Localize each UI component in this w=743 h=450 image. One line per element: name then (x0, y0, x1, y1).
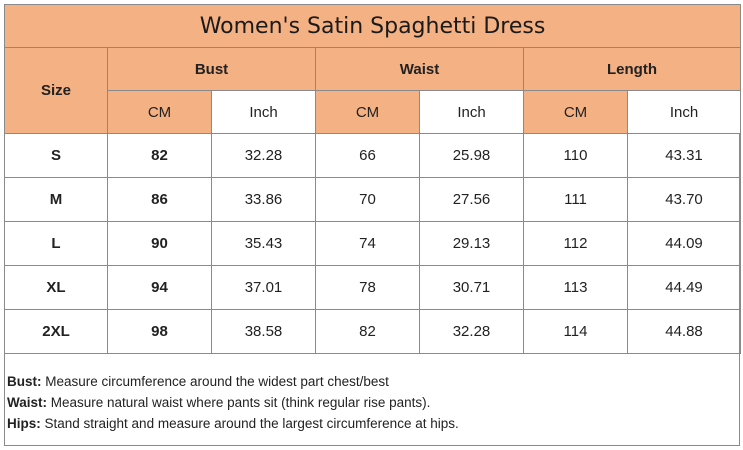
bust-inch-cell: 38.58 (211, 309, 316, 354)
unit-inch: Inch (626, 90, 742, 134)
waist-inch-cell: 32.28 (419, 309, 524, 354)
unit-inch: Inch (419, 90, 524, 134)
size-chart-table: Women's Satin Spaghetti Dress Size Bust … (3, 4, 742, 354)
unit-inch: Inch (211, 90, 316, 134)
size-cell: 2XL (4, 309, 108, 354)
bust-inch-cell: 37.01 (211, 265, 316, 310)
size-header: Size (4, 47, 108, 134)
table-row: S 82 32.28 66 25.98 110 43.31 (4, 133, 742, 178)
length-inch-cell: 44.49 (626, 265, 742, 310)
length-inch-cell: 43.70 (626, 177, 742, 222)
table-row: L 90 35.43 74 29.13 112 44.09 (4, 221, 742, 266)
length-cm-cell: 110 (523, 133, 628, 178)
waist-cm-cell: 74 (315, 221, 420, 266)
size-cell: L (4, 221, 108, 266)
header-row-units: CM Inch CM Inch CM Inch (5, 90, 742, 134)
unit-cm: CM (315, 90, 420, 134)
note-hips: Hips: Stand straight and measure around … (7, 413, 740, 434)
length-inch-cell: 44.88 (626, 309, 742, 354)
measurement-notes: Bust: Measure circumference around the w… (4, 359, 740, 446)
waist-header: Waist (315, 47, 524, 91)
note-text: Stand straight and measure around the la… (40, 416, 459, 431)
bust-cm-cell: 94 (107, 265, 212, 310)
waist-cm-cell: 66 (315, 133, 420, 178)
bust-cm-cell: 86 (107, 177, 212, 222)
note-key: Hips: (7, 416, 41, 431)
waist-cm-cell: 70 (315, 177, 420, 222)
length-cm-cell: 113 (523, 265, 628, 310)
length-inch-cell: 44.09 (626, 221, 742, 266)
bust-cm-cell: 82 (107, 133, 212, 178)
waist-cm-cell: 82 (315, 309, 420, 354)
table-row: XL 94 37.01 78 30.71 113 44.49 (4, 265, 742, 310)
note-waist: Waist: Measure natural waist where pants… (7, 392, 740, 413)
length-cm-cell: 112 (523, 221, 628, 266)
size-cell: S (4, 133, 108, 178)
length-header: Length (522, 47, 742, 91)
length-cm-cell: 111 (523, 177, 628, 222)
table-row: 2XL 98 38.58 82 32.28 114 44.88 (4, 309, 742, 354)
header-row-groups: Size Bust Waist Length (4, 47, 742, 134)
unit-cm: CM (523, 90, 628, 134)
bust-header: Bust (107, 47, 316, 91)
note-key: Waist: (7, 395, 47, 410)
waist-cm-cell: 78 (315, 265, 420, 310)
size-cell: M (4, 177, 108, 222)
bust-cm-cell: 98 (107, 309, 212, 354)
waist-inch-cell: 30.71 (419, 265, 524, 310)
title-row: Women's Satin Spaghetti Dress (3, 4, 742, 48)
bust-inch-cell: 33.86 (211, 177, 316, 222)
bust-inch-cell: 32.28 (211, 133, 316, 178)
note-bust: Bust: Measure circumference around the w… (7, 371, 740, 392)
chart-title: Women's Satin Spaghetti Dress (3, 4, 742, 48)
waist-inch-cell: 29.13 (419, 221, 524, 266)
unit-cm: CM (107, 90, 212, 134)
bust-inch-cell: 35.43 (211, 221, 316, 266)
length-cm-cell: 114 (523, 309, 628, 354)
bust-cm-cell: 90 (107, 221, 212, 266)
note-text: Measure natural waist where pants sit (t… (47, 395, 431, 410)
size-cell: XL (4, 265, 108, 310)
table-row: M 86 33.86 70 27.56 111 43.70 (4, 177, 742, 222)
note-text: Measure circumference around the widest … (41, 374, 389, 389)
waist-inch-cell: 27.56 (419, 177, 524, 222)
waist-inch-cell: 25.98 (419, 133, 524, 178)
note-key: Bust: (7, 374, 42, 389)
length-inch-cell: 43.31 (626, 133, 742, 178)
